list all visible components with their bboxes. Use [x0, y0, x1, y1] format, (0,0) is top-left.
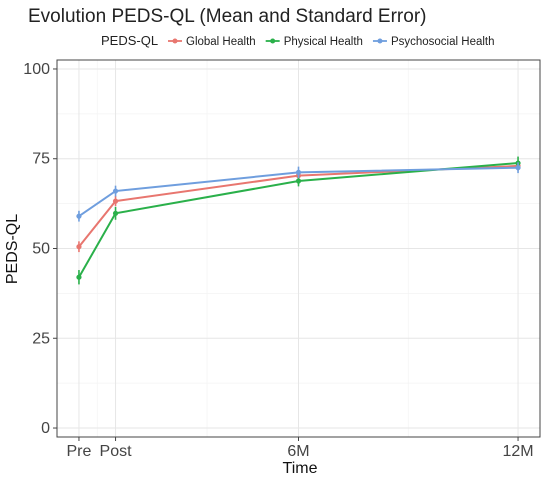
data-point-psychosocial-health [112, 188, 119, 194]
y-axis-ticks: 0 25 50 75 100 [23, 61, 57, 437]
y-tick-label: 25 [32, 330, 50, 347]
data-point-psychosocial-health [515, 165, 521, 171]
legend-item-psychosocial-health: Psychosocial Health [372, 36, 495, 48]
legend: PEDS-QL Global Health Physical Health Psyc… [101, 33, 495, 48]
legend-key-point [270, 38, 276, 44]
chart-title: Evolution PEDS-QL (Mean and Standard Err… [28, 6, 426, 27]
x-tick-label: Pre [67, 443, 92, 460]
y-tick-label: 50 [32, 241, 50, 258]
legend-title: PEDS-QL [101, 33, 158, 48]
y-tick-label: 0 [41, 420, 50, 437]
legend-label: Global Health [186, 36, 256, 48]
x-tick-label: Post [100, 443, 133, 460]
series-psychosocial-health [76, 162, 521, 222]
legend-label: Physical Health [284, 36, 363, 48]
data-point-global-health [76, 244, 82, 250]
y-axis-title: PEDS-QL [4, 214, 21, 284]
x-axis-ticks: Pre Post 6M 12M [67, 437, 534, 460]
x-tick-label: 12M [502, 443, 533, 460]
series-line-physical-health [78, 162, 519, 278]
legend-key-point [172, 38, 178, 44]
legend-key-point [377, 38, 383, 44]
data-point-psychosocial-health [295, 169, 302, 175]
data-point-physical-health [295, 178, 302, 184]
legend-item-global-health: Global Health [168, 36, 256, 48]
x-axis-title: Time [283, 460, 318, 477]
data-point-physical-health [112, 210, 119, 216]
legend-item-physical-health: Physical Health [265, 36, 363, 48]
y-tick-label: 75 [32, 151, 50, 168]
data-point-global-health [112, 198, 119, 204]
data-point-physical-health [76, 274, 82, 280]
series-line-psychosocial-health [78, 166, 519, 218]
y-tick-label: 100 [23, 61, 50, 78]
legend-label: Psychosocial Health [391, 36, 495, 48]
series-group [76, 156, 521, 285]
data-point-psychosocial-health [76, 213, 82, 219]
major-gridlines [57, 60, 540, 437]
x-tick-label: 6M [287, 443, 309, 460]
